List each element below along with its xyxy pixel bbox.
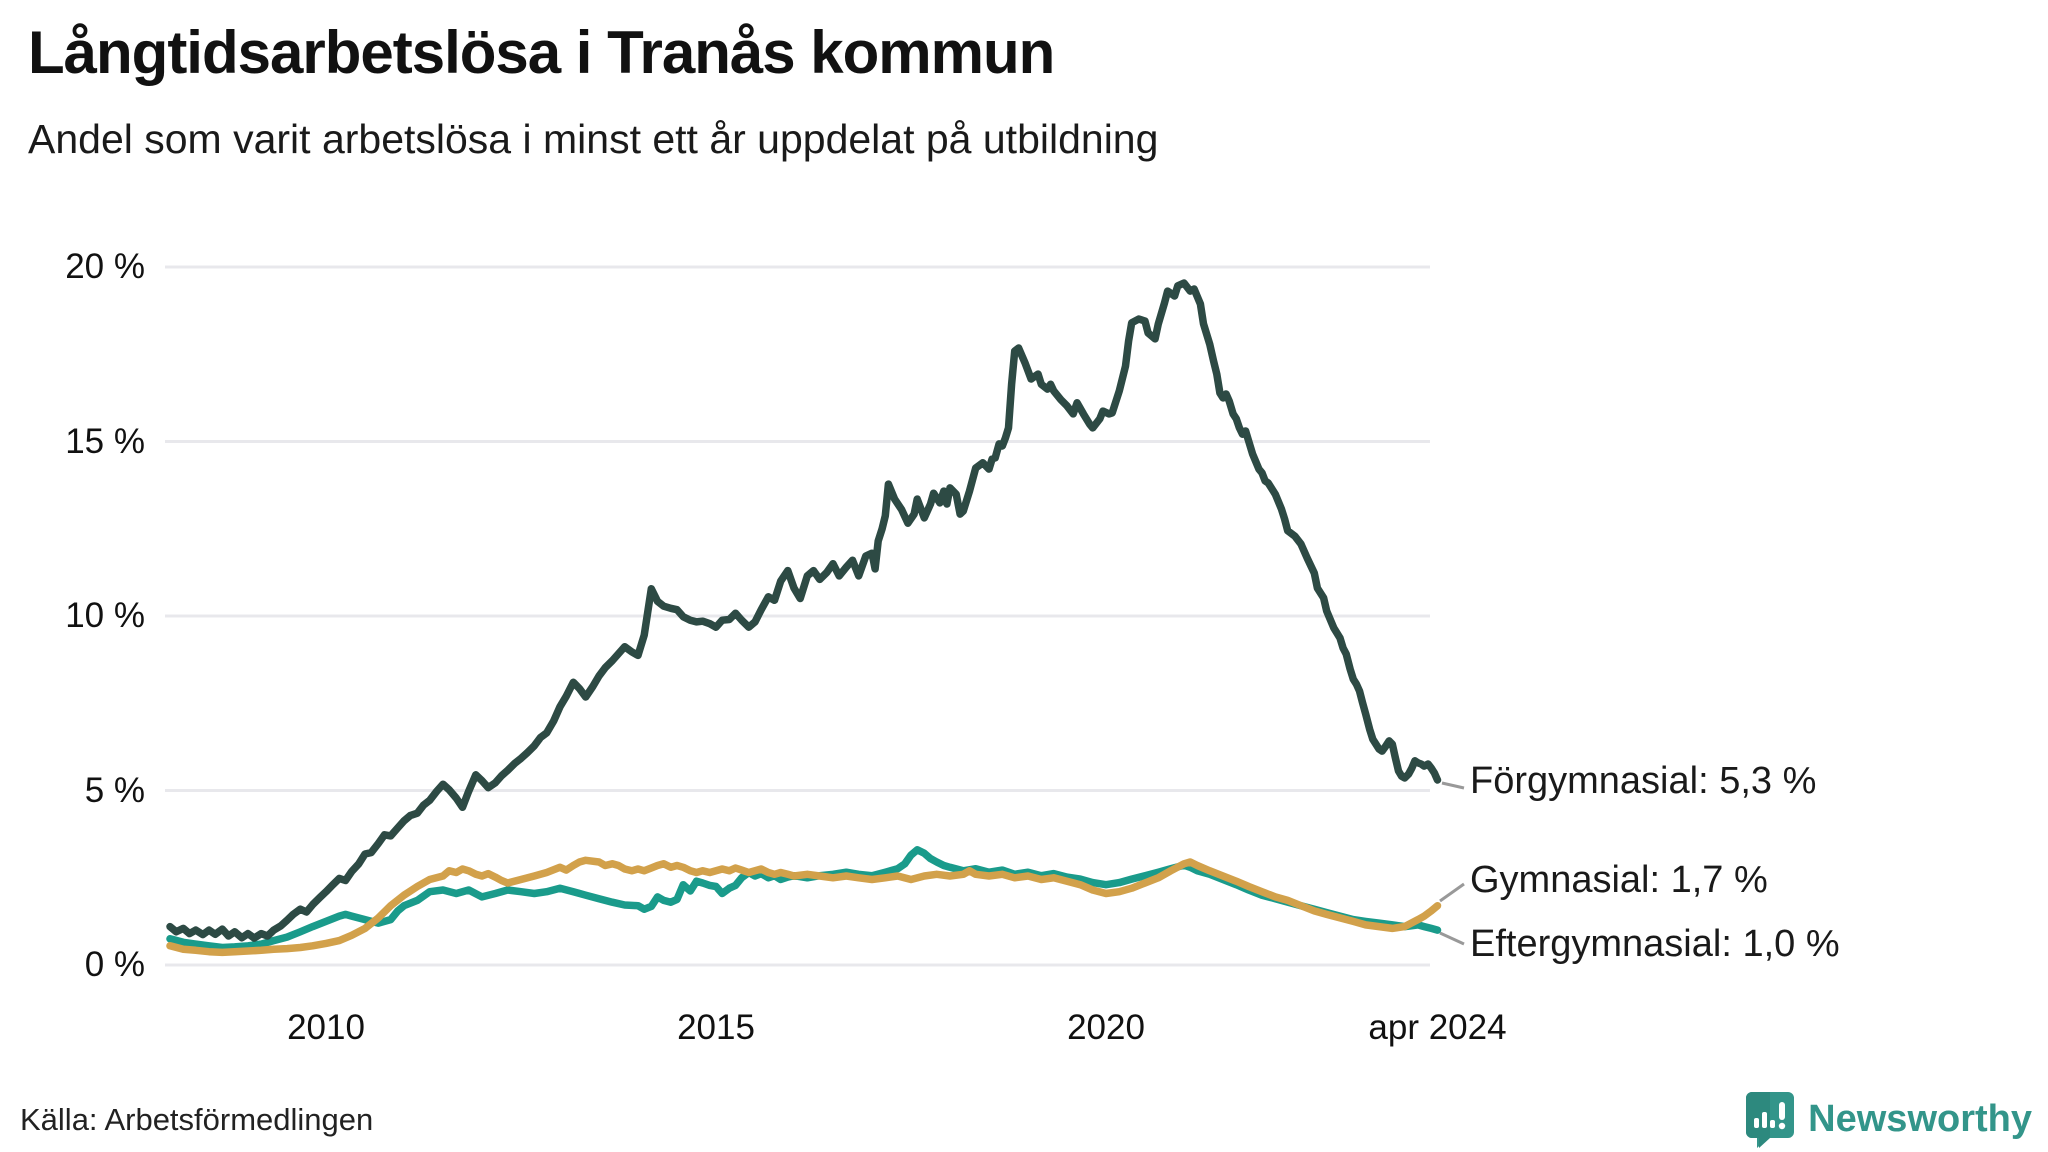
connector-forgymnasial <box>1441 781 1465 790</box>
y-axis-tick: 5 % <box>84 770 145 810</box>
series-line-gymnasial <box>166 856 1442 957</box>
bar-chart-speech-bubble-icon <box>1746 1092 1795 1148</box>
x-axis-tick: 2020 <box>1067 1008 1145 1047</box>
newsworthy-logo: Newsworthy <box>1744 1090 2032 1148</box>
connector-gymnasial <box>1439 882 1465 903</box>
series-end-label-forgymnasial: Förgymnasial: 5,3 % <box>1470 760 1817 802</box>
brand-name: Newsworthy <box>1808 1097 2032 1140</box>
x-axis-tick: 2010 <box>287 1008 365 1047</box>
page-title: Långtidsarbetslösa i Tranås kommun <box>28 19 1055 86</box>
series-line-forgymnasial <box>166 279 1442 942</box>
series-end-label-gymnasial: Gymnasial: 1,7 % <box>1470 859 1768 901</box>
y-axis-tick: 0 % <box>84 945 145 984</box>
x-axis-tick: 2015 <box>677 1008 755 1047</box>
source-note: Källa: Arbetsförmedlingen <box>20 1102 374 1137</box>
x-axis-tick: apr 2024 <box>1368 1008 1507 1047</box>
chart-subtitle: Andel som varit arbetslösa i minst ett å… <box>28 116 1159 162</box>
y-axis-tick: 15 % <box>65 421 145 461</box>
series-end-label-eftergymnasial: Eftergymnasial: 1,0 % <box>1470 923 1840 965</box>
y-axis-tick: 20 % <box>65 247 145 286</box>
legend-connectors <box>1439 781 1465 946</box>
y-axis-tick: 10 % <box>65 596 145 635</box>
gridlines <box>165 265 1430 967</box>
connector-eftergymnasial <box>1439 931 1465 946</box>
